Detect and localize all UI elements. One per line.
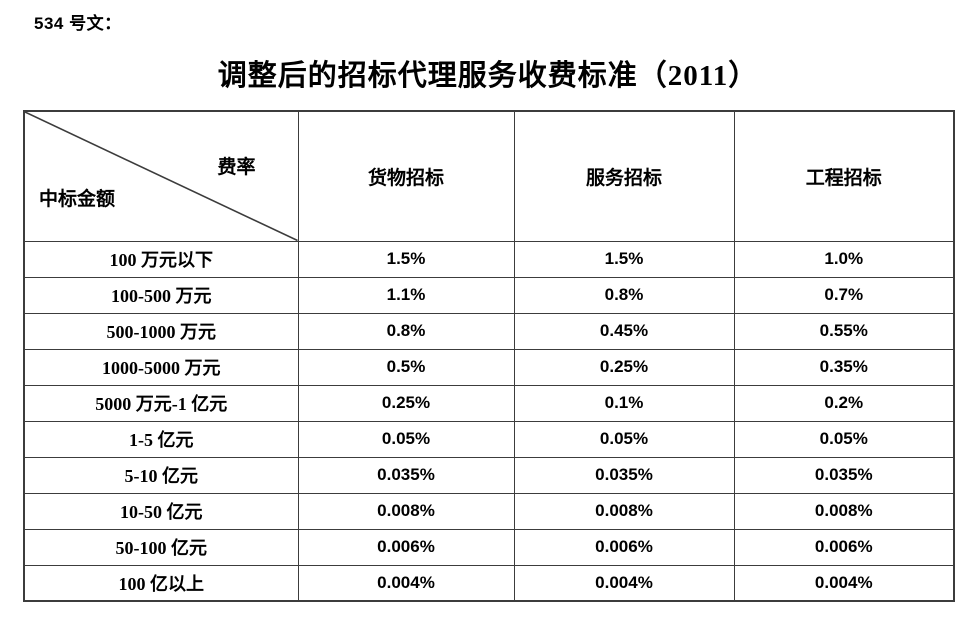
column-header-engineering: 工程招标 [733, 110, 955, 242]
rate-value: 0.2% [733, 384, 955, 422]
rate-value: 0.008% [513, 492, 735, 530]
page-title: 调整后的招标代理服务收费标准（2011） [217, 60, 759, 92]
rate-value: 0.05% [733, 420, 955, 458]
rate-value: 0.008% [297, 492, 515, 530]
table-row: 10-50 亿元 0.008% 0.008% 0.008% [23, 492, 955, 530]
table-row: 5-10 亿元 0.035% 0.035% 0.035% [23, 456, 955, 494]
rate-value: 0.006% [297, 528, 515, 566]
column-header-goods: 货物招标 [297, 110, 515, 242]
column-header-service: 服务招标 [513, 110, 735, 242]
rate-value: 0.006% [513, 528, 735, 566]
rate-value: 0.006% [733, 528, 955, 566]
rate-value: 0.55% [733, 312, 955, 350]
rate-value: 0.5% [297, 348, 515, 386]
corner-label-rate: 费率 [217, 157, 256, 178]
row-label: 5000 万元-1 亿元 [23, 384, 299, 422]
rate-value: 0.004% [733, 564, 955, 602]
row-label: 50-100 亿元 [23, 528, 299, 566]
rate-value: 0.7% [733, 276, 955, 314]
diagonal-divider-line [25, 112, 297, 240]
rate-value: 1.1% [297, 276, 515, 314]
table-row: 100-500 万元 1.1% 0.8% 0.7% [23, 276, 955, 314]
corner-label-amount: 中标金额 [39, 189, 116, 210]
row-label: 500-1000 万元 [23, 312, 299, 350]
rate-value: 0.1% [513, 384, 735, 422]
table-row: 500-1000 万元 0.8% 0.45% 0.55% [23, 312, 955, 350]
row-label: 1000-5000 万元 [23, 348, 299, 386]
rate-value: 0.004% [297, 564, 515, 602]
row-label: 100 万元以下 [23, 240, 299, 278]
rate-value: 0.004% [513, 564, 735, 602]
row-label: 5-10 亿元 [23, 456, 299, 494]
rate-value: 1.0% [733, 240, 955, 278]
table-row: 1-5 亿元 0.05% 0.05% 0.05% [23, 420, 955, 458]
document-ref-label: 534 号文： [34, 14, 122, 33]
table-row: 5000 万元-1 亿元 0.25% 0.1% 0.2% [23, 384, 955, 422]
rate-value: 0.035% [297, 456, 515, 494]
rate-value: 0.35% [733, 348, 955, 386]
rate-value: 0.05% [513, 420, 735, 458]
table-row: 1000-5000 万元 0.5% 0.25% 0.35% [23, 348, 955, 386]
rate-value: 0.25% [513, 348, 735, 386]
rate-value: 1.5% [513, 240, 735, 278]
fee-standard-table: 费率 中标金额 货物招标 服务招标 工程招标 100 万元以下 1.5% 1.5… [23, 110, 955, 602]
rate-value: 1.5% [297, 240, 515, 278]
table-row: 100 亿以上 0.004% 0.004% 0.004% [23, 564, 955, 602]
rate-value: 0.05% [297, 420, 515, 458]
rate-value: 0.8% [513, 276, 735, 314]
row-label: 1-5 亿元 [23, 420, 299, 458]
table-header-row: 费率 中标金额 货物招标 服务招标 工程招标 [23, 110, 955, 242]
row-label: 10-50 亿元 [23, 492, 299, 530]
rate-value: 0.45% [513, 312, 735, 350]
rate-value: 0.25% [297, 384, 515, 422]
rate-value: 0.8% [297, 312, 515, 350]
row-label: 100-500 万元 [23, 276, 299, 314]
rate-value: 0.035% [513, 456, 735, 494]
rate-value: 0.008% [733, 492, 955, 530]
table-row: 50-100 亿元 0.006% 0.006% 0.006% [23, 528, 955, 566]
row-label: 100 亿以上 [23, 564, 299, 602]
table-row: 100 万元以下 1.5% 1.5% 1.0% [23, 240, 955, 278]
rate-value: 0.035% [733, 456, 955, 494]
diagonal-corner-cell: 费率 中标金额 [23, 110, 299, 242]
